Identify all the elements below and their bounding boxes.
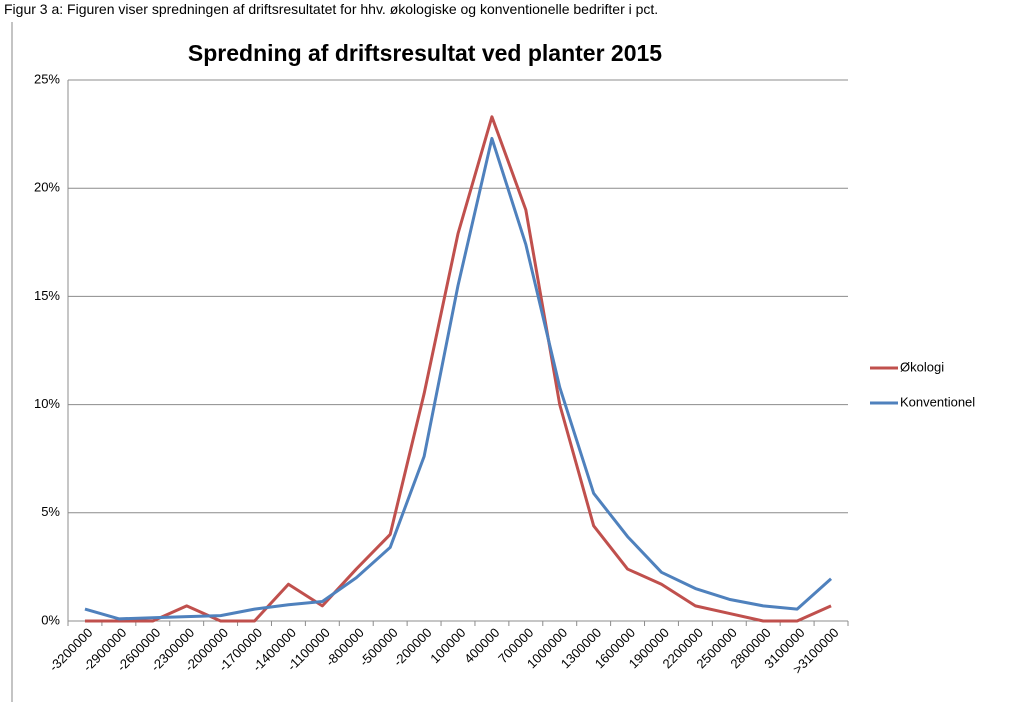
x-tick-label: 100000	[427, 625, 468, 666]
series-line	[84, 115, 832, 623]
y-tick-label: 10%	[34, 396, 60, 411]
chart-title: Spredning af driftsresultat ved planter …	[188, 40, 662, 66]
y-tick-label: 15%	[34, 288, 60, 303]
legend-label: Konventionel	[900, 394, 975, 409]
y-tick-label: 20%	[34, 180, 60, 195]
y-tick-label: 0%	[41, 612, 60, 627]
x-tick-label: -200000	[390, 625, 434, 669]
y-tick-label: 25%	[34, 71, 60, 86]
caption: Figur 3 a: Figuren viser spredningen af …	[4, 1, 659, 17]
legend-label: Økologi	[900, 359, 944, 374]
y-tick-label: 5%	[41, 504, 60, 519]
x-tick-label: 400000	[461, 625, 502, 666]
series-line	[84, 136, 833, 621]
